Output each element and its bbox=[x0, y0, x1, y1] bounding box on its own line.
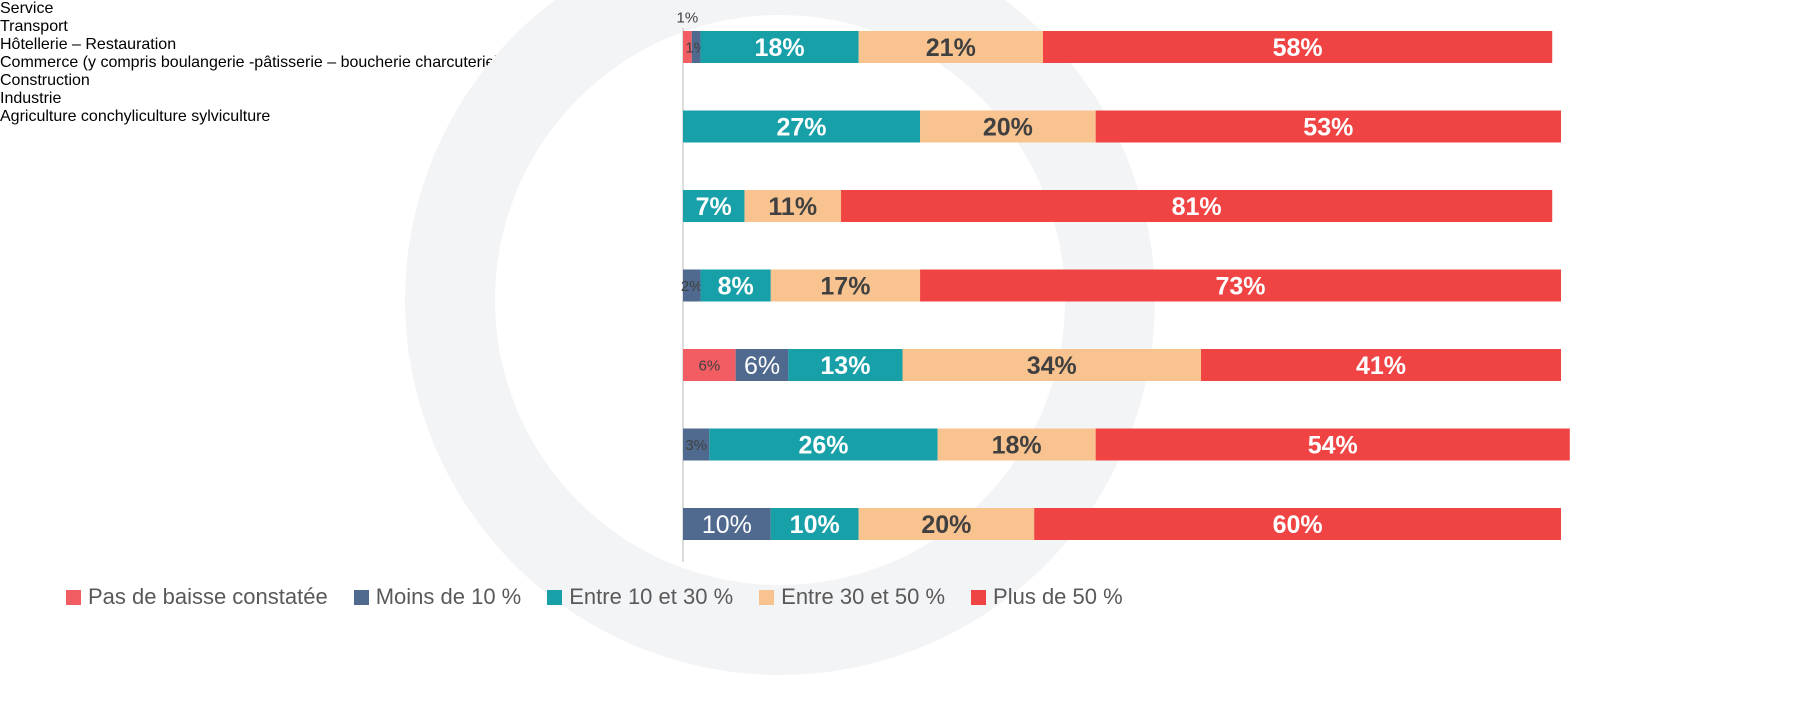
bar-segment bbox=[683, 110, 921, 143]
legend-label: Pas de baisse constatée bbox=[88, 584, 328, 609]
category-label: Transport bbox=[0, 18, 68, 35]
legend-item: Moins de 10 % bbox=[353, 584, 522, 610]
legend-item: Entre 10 et 30 % bbox=[547, 584, 733, 610]
bar-segment bbox=[1042, 31, 1553, 63]
data-label: 7% bbox=[696, 193, 732, 221]
bar-segment bbox=[1095, 110, 1561, 143]
data-label: 81% bbox=[1172, 193, 1222, 221]
bar-segment bbox=[920, 269, 1561, 302]
bar-segment bbox=[744, 190, 842, 222]
bar-segment bbox=[770, 508, 859, 540]
bar-segment bbox=[709, 428, 938, 461]
bar-segment bbox=[683, 190, 745, 222]
data-label: 18% bbox=[755, 34, 805, 62]
data-label: 11% bbox=[768, 193, 817, 221]
bar-segment bbox=[858, 31, 1043, 63]
bar-segment bbox=[858, 508, 1035, 540]
bar-segment bbox=[683, 269, 701, 302]
category-label: Hôtellerie – Restauration bbox=[0, 36, 177, 53]
data-label: 2% bbox=[681, 278, 703, 295]
bar-segment bbox=[683, 508, 771, 540]
legend-swatch bbox=[971, 589, 987, 605]
bar-segment bbox=[683, 349, 736, 381]
data-label: 34% bbox=[1027, 352, 1077, 380]
bar-segment bbox=[920, 110, 1096, 143]
legend-label: Entre 10 et 30 % bbox=[569, 584, 734, 609]
data-label: 20% bbox=[983, 114, 1033, 142]
bar-segment bbox=[1095, 428, 1570, 461]
category-label: Service bbox=[0, 0, 54, 17]
data-label: 41% bbox=[1356, 352, 1406, 380]
bar-segment bbox=[770, 269, 921, 302]
data-label: 6% bbox=[698, 358, 720, 375]
legend-swatch bbox=[66, 589, 81, 605]
data-label: 6% bbox=[744, 352, 780, 380]
data-label: 10% bbox=[790, 511, 840, 539]
legend-label: Moins de 10 % bbox=[375, 584, 522, 609]
data-label: 54% bbox=[1308, 432, 1358, 460]
data-label: 27% bbox=[777, 114, 827, 142]
data-label: 73% bbox=[1216, 273, 1266, 301]
data-label: 60% bbox=[1273, 511, 1323, 539]
bar-segment bbox=[683, 31, 692, 63]
bar-segment bbox=[1034, 508, 1561, 540]
bar-segment bbox=[841, 190, 1553, 222]
legend-swatch bbox=[759, 589, 775, 605]
bar-segment bbox=[735, 349, 789, 381]
data-label: 3% bbox=[685, 437, 707, 454]
category-label: Agriculture conchyliculture sylviculture bbox=[0, 108, 271, 125]
legend-label: Plus de 50 % bbox=[993, 584, 1123, 609]
data-label: 21% bbox=[926, 34, 976, 62]
data-label: 1% bbox=[677, 10, 699, 27]
data-label: 20% bbox=[921, 511, 971, 539]
category-label: Commerce (y compris boulangerie -pâtisse… bbox=[0, 54, 500, 71]
data-label: 8% bbox=[718, 273, 754, 301]
data-label: 10% bbox=[702, 511, 752, 539]
data-label: 58% bbox=[1273, 34, 1323, 62]
bar-segment bbox=[1201, 349, 1561, 381]
bar-segment bbox=[700, 31, 859, 63]
bar-segment bbox=[788, 349, 903, 381]
data-label: 17% bbox=[820, 273, 870, 301]
legend-item: Pas de baisse constatée bbox=[66, 584, 328, 610]
data-label: 18% bbox=[992, 432, 1042, 460]
bar-segment bbox=[691, 31, 701, 63]
bar-segment bbox=[902, 349, 1202, 381]
legend-swatch bbox=[547, 589, 563, 605]
category-label: Construction bbox=[0, 72, 90, 89]
legend-label: Entre 30 et 50 % bbox=[781, 584, 946, 609]
legend-item: Entre 30 et 50 % bbox=[759, 584, 945, 610]
legend-swatch bbox=[353, 589, 369, 605]
data-label: 26% bbox=[798, 432, 848, 460]
bar-segment bbox=[937, 428, 1096, 461]
legend-item: Plus de 50 % bbox=[971, 584, 1123, 610]
bar-segment bbox=[700, 269, 771, 302]
category-label: Industrie bbox=[0, 90, 62, 107]
data-label: 53% bbox=[1303, 114, 1353, 142]
bar-segment bbox=[683, 428, 710, 461]
legend: Pas de baisse constatée Moins de 10 % Entr… bbox=[66, 584, 1123, 610]
data-label: 13% bbox=[820, 352, 870, 380]
